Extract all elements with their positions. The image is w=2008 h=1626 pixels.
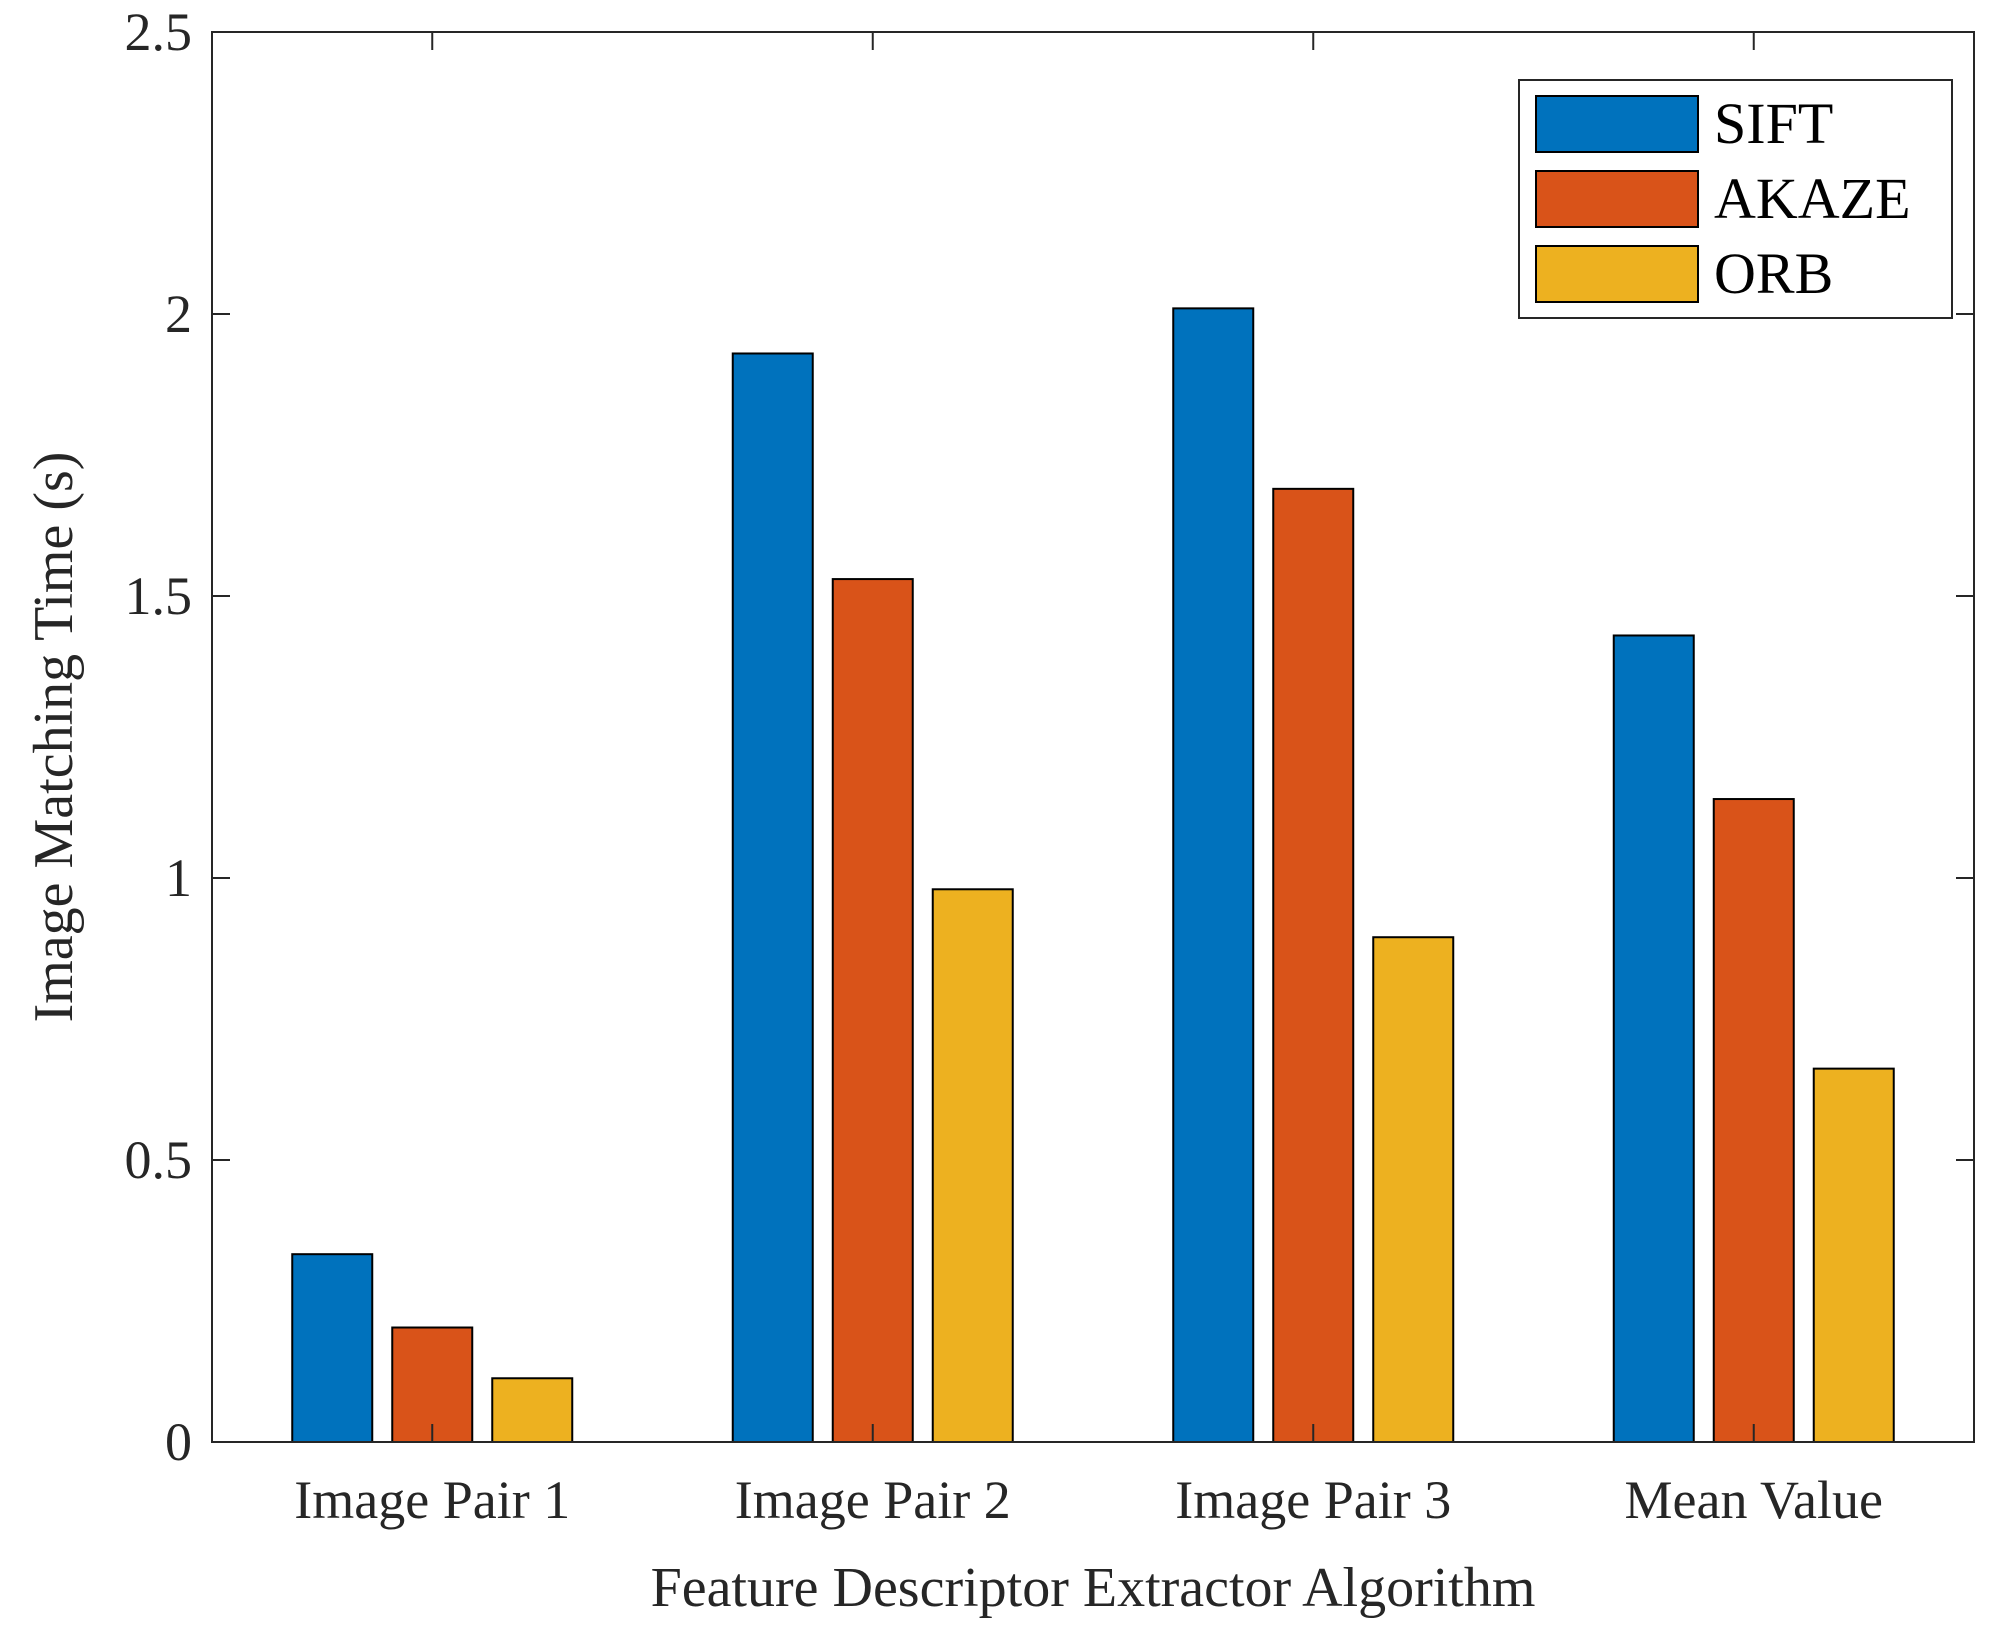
y-tick-label: 2 bbox=[165, 284, 192, 344]
plot-frame bbox=[211, 31, 1975, 1443]
y-tick-label: 2.5 bbox=[125, 2, 193, 62]
y-tick-label: 0.5 bbox=[125, 1130, 193, 1190]
legend-swatch-orb bbox=[1535, 245, 1699, 303]
y-tick-label: 1.5 bbox=[125, 566, 193, 626]
legend-swatch-akaze bbox=[1535, 170, 1699, 228]
legend-label-orb: ORB bbox=[1714, 241, 1833, 306]
x-tick-label: Image Pair 3 bbox=[1175, 1470, 1451, 1530]
y-axis-title: Image Matching Time (s) bbox=[23, 452, 85, 1023]
x-axis-title: Feature Descriptor Extractor Algorithm bbox=[651, 1557, 1536, 1619]
bar-akaze-3 bbox=[1272, 487, 1355, 1443]
bar-sift-4 bbox=[1612, 634, 1695, 1443]
y-tick-labels: 0 0.5 1 1.5 2 2.5 bbox=[125, 2, 193, 1472]
bar-sift-1 bbox=[291, 1253, 374, 1443]
bar-orb-3 bbox=[1372, 936, 1455, 1443]
x-tick-label: Image Pair 2 bbox=[735, 1470, 1011, 1530]
bar-orb-1 bbox=[491, 1377, 574, 1443]
x-tick-label: Mean Value bbox=[1625, 1470, 1883, 1530]
x-tick-label: Image Pair 1 bbox=[294, 1470, 570, 1530]
bars-group bbox=[291, 307, 1895, 1444]
legend-label-akaze: AKAZE bbox=[1714, 166, 1911, 231]
bar-sift-2 bbox=[731, 352, 814, 1444]
bar-akaze-4 bbox=[1712, 798, 1795, 1443]
y-tick-label: 1 bbox=[165, 848, 192, 908]
legend: SIFT AKAZE ORB bbox=[1518, 79, 1953, 319]
bar-sift-3 bbox=[1172, 307, 1255, 1443]
bar-akaze-2 bbox=[831, 578, 914, 1443]
y-tick-label: 0 bbox=[165, 1412, 192, 1472]
x-tick-labels: Image Pair 1 Image Pair 2 Image Pair 3 Mean… bbox=[294, 1470, 1883, 1530]
legend-label-sift: SIFT bbox=[1714, 91, 1833, 156]
bar-orb-2 bbox=[931, 888, 1014, 1443]
bar-orb-4 bbox=[1812, 1067, 1895, 1443]
legend-swatch-sift bbox=[1535, 95, 1699, 153]
